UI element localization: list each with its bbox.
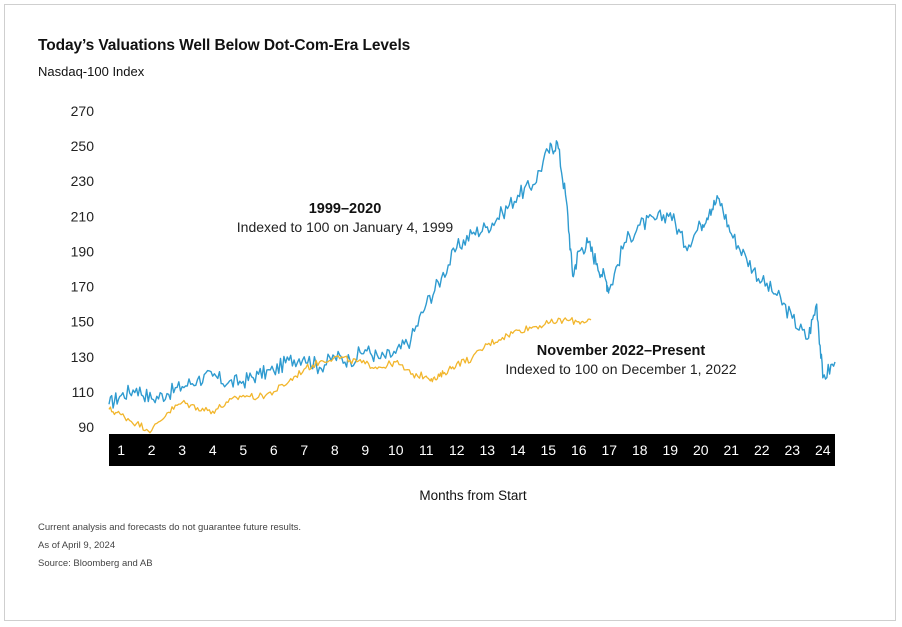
footnote-date: As of April 9, 2024 <box>38 540 116 551</box>
chart-frame <box>4 4 896 621</box>
y-tick-label: 110 <box>72 384 95 400</box>
y-tick-label: 230 <box>71 173 95 189</box>
y-tick-label: 130 <box>71 349 95 365</box>
series-line-2022-present <box>108 317 592 434</box>
x-tick-label: 15 <box>540 442 556 458</box>
annotation-1999-title: 1999–2020 <box>309 201 382 217</box>
x-tick-label: 13 <box>479 442 495 458</box>
y-tick-label: 210 <box>71 208 95 224</box>
x-axis-label-text: Months from Start <box>419 488 527 503</box>
x-tick-label: 19 <box>662 442 678 458</box>
x-tick-label: 5 <box>239 442 247 458</box>
x-tick-label: 22 <box>754 442 770 458</box>
x-tick-label: 3 <box>178 442 186 458</box>
footnote-source: Source: Bloomberg and AB <box>38 558 153 569</box>
footnote-disclaimer: Current analysis and forecasts do not gu… <box>38 522 301 533</box>
x-tick-label: 2 <box>148 442 156 458</box>
month-band <box>109 434 835 466</box>
x-tick-label: 8 <box>331 442 339 458</box>
x-axis-label: Months from Start <box>0 488 902 503</box>
x-tick-label: 21 <box>723 442 739 458</box>
x-tick-label: 17 <box>601 442 617 458</box>
x-tick-label: 16 <box>571 442 587 458</box>
y-tick-label: 170 <box>71 279 95 295</box>
y-tick-label: 270 <box>71 103 95 119</box>
y-tick-label: 190 <box>71 243 95 259</box>
x-tick-label: 7 <box>300 442 308 458</box>
y-tick-label: 250 <box>71 138 95 154</box>
x-tick-label: 1 <box>117 442 125 458</box>
series-lines <box>108 140 836 434</box>
x-tick-label: 6 <box>270 442 278 458</box>
x-axis-months: 1 2 3 4 5 6 7 8 9 10 11 12 13 14 15 16 17 18 19 20 21 22 23 24 <box>117 442 830 458</box>
y-tick-label: 150 <box>71 314 95 330</box>
annotation-2022-text: Indexed to 100 on December 1, 2022 <box>505 361 736 377</box>
x-tick-label: 20 <box>693 442 709 458</box>
x-tick-label: 23 <box>785 442 801 458</box>
x-tick-label: 18 <box>632 442 648 458</box>
x-tick-label: 14 <box>510 442 526 458</box>
annotation-1999-text: Indexed to 100 on January 4, 1999 <box>237 219 454 235</box>
x-tick-label: 9 <box>361 442 369 458</box>
y-axis-ticks: 90 110 130 150 170 190 210 230 250 270 <box>71 103 95 435</box>
y-tick-label: 90 <box>78 419 94 435</box>
x-tick-label: 11 <box>419 442 434 458</box>
chart-subtitle: Nasdaq-100 Index <box>38 64 145 79</box>
x-tick-label: 12 <box>449 442 465 458</box>
chart-title: Today’s Valuations Well Below Dot-Com-Er… <box>38 37 411 54</box>
annotation-2022-title: November 2022–Present <box>537 343 706 359</box>
x-tick-label: 10 <box>388 442 404 458</box>
x-tick-label: 4 <box>209 442 217 458</box>
x-tick-label: 24 <box>815 442 831 458</box>
series-line-1999-2020 <box>108 140 836 409</box>
